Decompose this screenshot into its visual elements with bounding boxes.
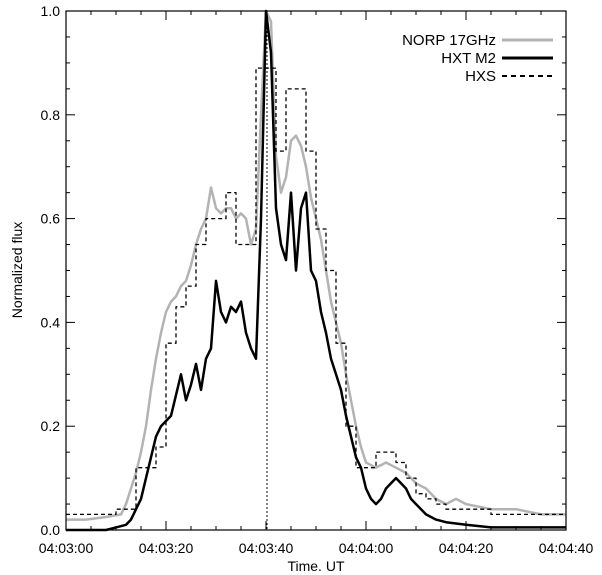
x-tick-label: 04:03:40 [239,540,294,556]
series-line-norp-17ghz [66,9,566,521]
legend-label: HXS [465,68,496,85]
x-tick-label: 04:04:20 [439,540,494,556]
y-tick-label: 0.0 [41,522,61,538]
y-tick-label: 0.8 [41,107,61,123]
x-axis-ticks: 04:03:00 04:03:20 04:03:40 04:04:00 04:04:20… [39,11,594,556]
series-group [66,9,566,532]
y-axis-label: Normalized flux [9,222,25,318]
x-tick-label: 04:03:00 [39,540,94,556]
x-tick-label: 04:03:20 [139,540,194,556]
series-line-hxt-m2 [66,9,566,532]
y-tick-label: 1.0 [41,3,61,19]
y-tick-label: 0.2 [41,418,61,434]
y-tick-label: 0.6 [41,211,61,227]
x-tick-label: 04:04:40 [539,540,594,556]
y-axis-ticks: 0.0 0.2 0.4 0.6 0.8 1.0 [41,3,566,538]
series-line-hxs [66,67,566,516]
x-axis-label: Time. UT [287,558,344,574]
y-tick-label: 0.4 [41,314,61,330]
x-tick-label: 04:04:00 [339,540,394,556]
legend-label: NORP 17GHz [402,32,496,49]
legend-label: HXT M2 [441,50,496,67]
